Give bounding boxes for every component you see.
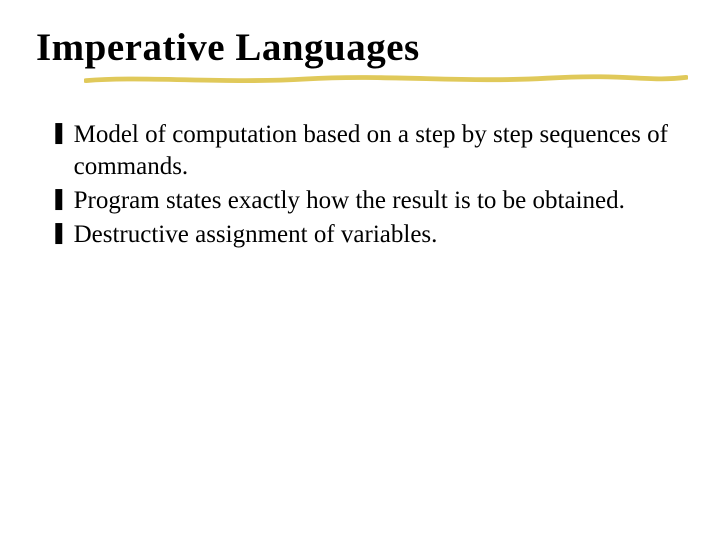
slide-container: Imperative Languages ❚ Model of computat… — [0, 0, 720, 540]
bullet-text: Program states exactly how the result is… — [74, 185, 625, 217]
title-underline — [84, 71, 688, 87]
bullet-list: ❚ Model of computation based on a step b… — [36, 119, 684, 251]
bullet-item: ❚ Model of computation based on a step b… — [50, 119, 684, 183]
bullet-item: ❚ Destructive assignment of variables. — [50, 219, 684, 251]
bullet-marker-icon: ❚ — [50, 186, 68, 212]
title-block: Imperative Languages — [36, 28, 684, 91]
bullet-text: Destructive assignment of variables. — [74, 219, 438, 251]
bullet-item: ❚ Program states exactly how the result … — [50, 185, 684, 217]
bullet-marker-icon: ❚ — [50, 120, 68, 146]
slide-title: Imperative Languages — [36, 28, 684, 69]
bullet-text: Model of computation based on a step by … — [74, 119, 684, 183]
underline-stroke-icon — [86, 77, 686, 81]
bullet-marker-icon: ❚ — [50, 220, 68, 246]
